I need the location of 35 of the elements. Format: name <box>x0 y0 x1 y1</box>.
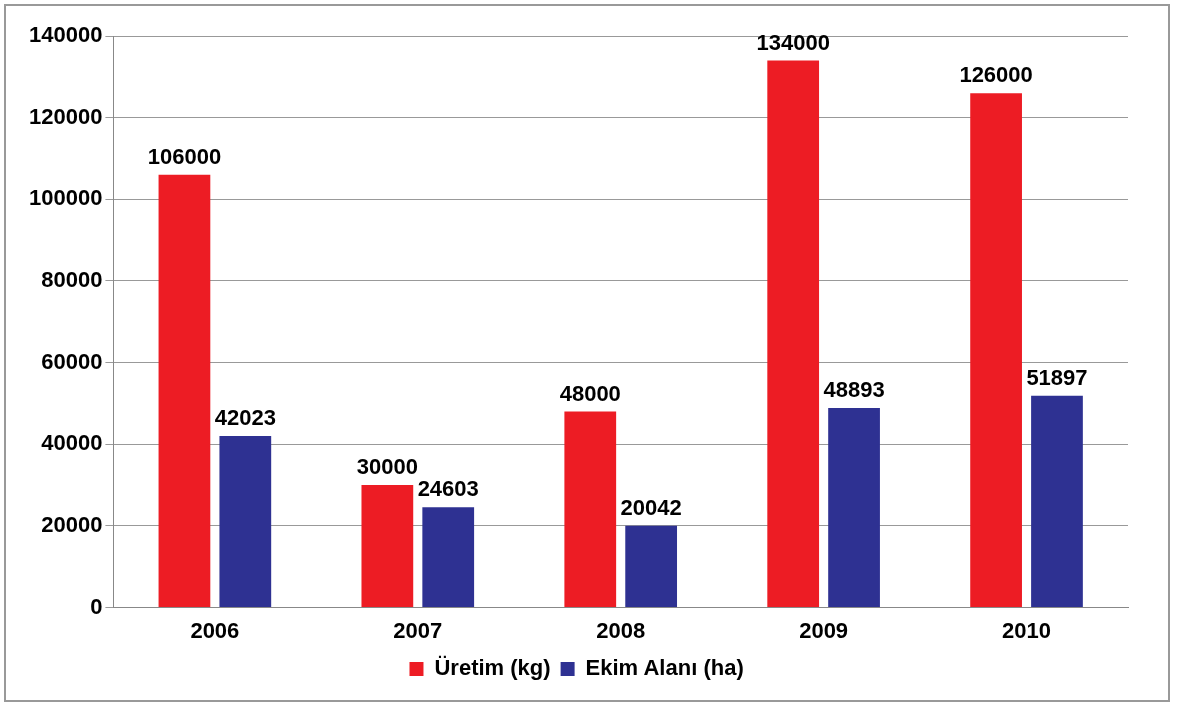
legend-label: Üretim (kg) <box>434 655 551 681</box>
data-label: 106000 <box>147 143 222 169</box>
data-label: 48893 <box>823 377 885 403</box>
data-label: 20042 <box>620 494 682 520</box>
x-tick-label: 2010 <box>1002 617 1052 643</box>
bar <box>564 411 617 608</box>
y-tick-label: 20000 <box>41 512 103 538</box>
y-tick-label: 80000 <box>41 267 103 293</box>
legend-label: Ekim Alanı (ha) <box>585 655 744 681</box>
bar <box>361 485 414 608</box>
data-label: 51897 <box>1026 364 1088 390</box>
y-tick-label: 60000 <box>41 348 103 374</box>
y-tick-label: 140000 <box>28 22 103 48</box>
data-label: 48000 <box>559 380 621 406</box>
bar <box>970 93 1022 608</box>
bar <box>828 407 880 608</box>
data-label: 134000 <box>756 29 830 55</box>
bar <box>219 436 272 608</box>
data-label: 30000 <box>356 454 418 480</box>
x-tick-label: 2006 <box>190 617 240 643</box>
y-tick-label: 40000 <box>41 430 103 456</box>
bar <box>158 174 211 608</box>
x-tick-label: 2007 <box>393 617 443 643</box>
y-tick-label: 100000 <box>28 185 103 211</box>
data-label: 126000 <box>959 62 1033 88</box>
bar <box>625 525 678 608</box>
data-label: 42023 <box>214 405 276 431</box>
x-tick-label: 2009 <box>799 617 849 643</box>
data-label: 24603 <box>417 476 479 502</box>
bar <box>1031 395 1083 608</box>
x-tick-label: 2008 <box>596 617 646 643</box>
bar <box>767 60 820 608</box>
y-tick-label: 0 <box>90 593 103 619</box>
bar <box>422 507 475 608</box>
y-tick-label: 120000 <box>28 103 103 129</box>
